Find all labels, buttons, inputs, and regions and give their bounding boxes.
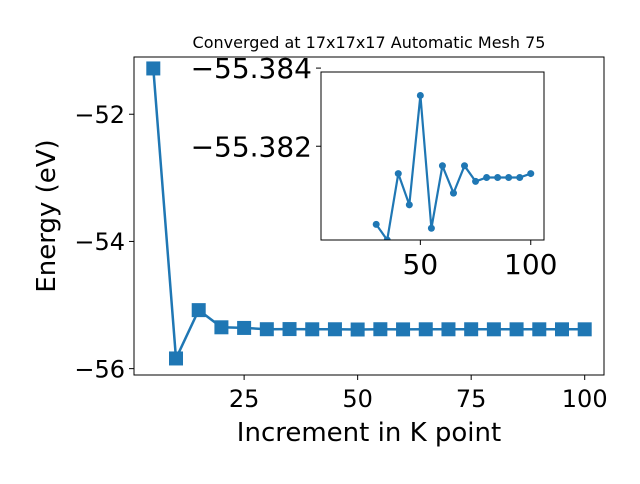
main-y-axis-label: Energy (eV) [32, 139, 62, 292]
main-data-point [577, 322, 592, 337]
main-x-tick-label: 50 [342, 385, 373, 413]
main-data-point [418, 322, 433, 337]
main-title: Converged at 17x17x17 Automatic Mesh 75 [193, 33, 546, 52]
main-data-point [305, 322, 320, 337]
inset-y-tick-label: −55.382 [191, 130, 312, 163]
inset-data-point [527, 170, 535, 178]
inset-data-point [427, 224, 435, 232]
inset-data-point [416, 91, 424, 99]
main-x-tick-label: 25 [229, 385, 260, 413]
main-x-ticks: 25 50 75 100 [229, 375, 608, 413]
main-data-point [146, 61, 161, 76]
main-data-point [396, 322, 411, 337]
main-data-point [214, 320, 229, 335]
inset-data-point [505, 173, 513, 181]
main-data-point [509, 322, 524, 337]
main-y-ticks: −52 −54 −56 [74, 101, 134, 383]
inset-data-point [438, 162, 446, 170]
inset-data-point [516, 173, 524, 181]
main-data-point [441, 322, 456, 337]
main-y-tick-label: −52 [74, 101, 125, 129]
inset-data-point [483, 173, 491, 181]
inset-y-ticks: −55.384 −55.382 [191, 52, 321, 163]
inset-axes-frame [320, 71, 545, 241]
inset-data-point [461, 162, 469, 170]
main-data-point [259, 322, 274, 337]
main-data-point [464, 322, 479, 337]
main-data-point [350, 322, 365, 337]
main-x-axis-label: Increment in K point [237, 418, 501, 448]
main-data-point [191, 303, 206, 318]
inset-x-tick-label: 100 [504, 248, 557, 281]
inset-data-point [405, 201, 413, 209]
inset-x-tick-label: 50 [403, 248, 439, 281]
inset-plot-area [372, 91, 535, 240]
main-data-point [554, 322, 569, 337]
inset-data-point [449, 189, 457, 197]
inset-data-point [494, 173, 502, 181]
main-data-point [532, 322, 547, 337]
main-data-point [282, 322, 297, 337]
main-data-point [486, 322, 501, 337]
main-x-tick-label: 100 [562, 385, 608, 413]
inset-background [321, 72, 544, 240]
main-x-tick-label: 75 [456, 385, 487, 413]
inset-x-ticks: 50 100 [403, 240, 557, 281]
main-data-point [373, 322, 388, 337]
inset-data-point [472, 177, 480, 185]
main-axes-frame [133, 56, 605, 376]
main-data-point [327, 322, 342, 337]
inset-data-point [383, 236, 391, 240]
inset-data-point [394, 170, 402, 178]
main-data-point [237, 320, 252, 335]
inset-y-tick-label: −55.384 [191, 52, 312, 85]
inset-data-point [372, 220, 380, 228]
main-y-tick-label: −54 [74, 228, 125, 256]
main-plot-area [146, 61, 592, 366]
main-y-tick-label: −56 [74, 355, 125, 383]
main-data-point [169, 351, 184, 366]
